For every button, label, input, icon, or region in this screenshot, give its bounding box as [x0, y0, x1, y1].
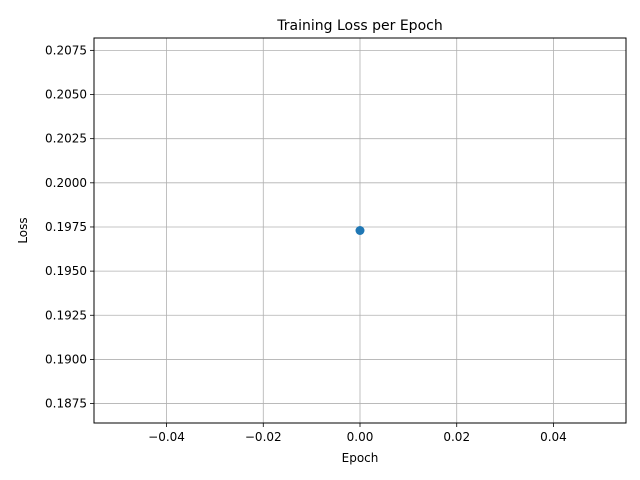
chart-title: Training Loss per Epoch	[276, 18, 442, 34]
grid	[94, 38, 626, 423]
y-tick-label: 0.1925	[45, 308, 87, 322]
y-tick-label: 0.1875	[45, 397, 87, 411]
data-point	[355, 226, 365, 235]
ticks: −0.04 −0.02 0.00 0.02 0.04 0.1875 0.1900 0.1925…	[45, 43, 567, 444]
y-tick-label: 0.1950	[45, 264, 87, 278]
y-tick-label: 0.1975	[45, 220, 87, 234]
x-tick-label: 0.00	[347, 430, 374, 444]
x-tick-label: −0.02	[245, 430, 282, 444]
y-tick-label: 0.2025	[45, 132, 87, 146]
x-tick-label: −0.04	[148, 430, 185, 444]
x-tick-label: 0.02	[443, 430, 470, 444]
y-tick-label: 0.2075	[45, 43, 87, 57]
y-tick-label: 0.2000	[45, 176, 87, 190]
y-tick-label: 0.2050	[45, 88, 87, 102]
y-tick-label: 0.1900	[45, 352, 87, 366]
y-axis-label: Loss	[16, 217, 30, 243]
x-tick-label: 0.04	[540, 430, 567, 444]
x-axis-label: Epoch	[342, 451, 379, 465]
data-marks	[355, 226, 365, 235]
